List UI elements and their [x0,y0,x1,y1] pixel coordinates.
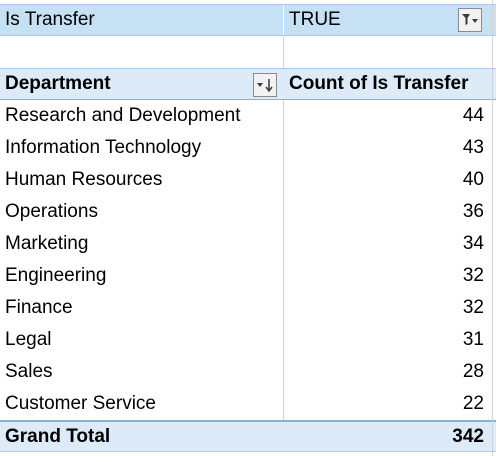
count-cell[interactable]: 34 [462,233,484,254]
count-cell[interactable]: 32 [462,297,484,318]
department-cell[interactable]: Operations [0,196,284,228]
count-cell[interactable]: 31 [462,329,484,350]
table-row: Sales 28 [0,356,496,388]
table-row: Human Resources 40 [0,164,496,196]
count-cell[interactable]: 28 [462,361,484,382]
table-row: Customer Service 22 [0,388,496,420]
table-row: Marketing 34 [0,228,496,260]
count-cell[interactable]: 43 [462,137,484,158]
department-cell[interactable]: Engineering [0,260,284,292]
grand-total-value[interactable]: 342 [452,425,484,447]
count-cell[interactable]: 40 [462,169,484,190]
sort-descending-dropdown-icon[interactable] [253,73,277,97]
department-cell[interactable]: Finance [0,292,284,324]
filter-dropdown-icon[interactable] [458,8,482,32]
department-cell[interactable]: Research and Development [0,100,284,132]
report-filter-row: Is Transfer TRUE [0,4,496,36]
filter-value[interactable]: TRUE [289,9,341,30]
department-cell[interactable]: Customer Service [0,388,284,420]
department-cell[interactable]: Information Technology [0,132,284,164]
grand-total-label[interactable]: Grand Total [5,425,111,447]
department-cell[interactable]: Legal [0,324,284,356]
pivot-header-row: Department Count of Is Transfer [0,68,496,100]
column-gridline [492,0,493,456]
blank-row [0,36,496,68]
table-row: Research and Development 44 [0,100,496,132]
row-labels-header[interactable]: Department [5,73,111,94]
table-row: Finance 32 [0,292,496,324]
department-cell[interactable]: Sales [0,356,284,388]
count-cell[interactable]: 22 [462,393,484,414]
count-cell[interactable]: 32 [462,265,484,286]
department-cell[interactable]: Marketing [0,228,284,260]
table-row: Operations 36 [0,196,496,228]
values-header[interactable]: Count of Is Transfer [289,73,469,94]
blank-cell[interactable] [0,36,284,68]
count-cell[interactable]: 44 [462,105,484,126]
count-cell[interactable]: 36 [462,201,484,222]
table-row: Information Technology 43 [0,132,496,164]
table-row: Engineering 32 [0,260,496,292]
department-cell[interactable]: Human Resources [0,164,284,196]
table-row: Legal 31 [0,324,496,356]
grand-total-row: Grand Total 342 [0,420,496,452]
filter-field-label[interactable]: Is Transfer [0,5,284,35]
blank-cell[interactable] [284,36,492,68]
